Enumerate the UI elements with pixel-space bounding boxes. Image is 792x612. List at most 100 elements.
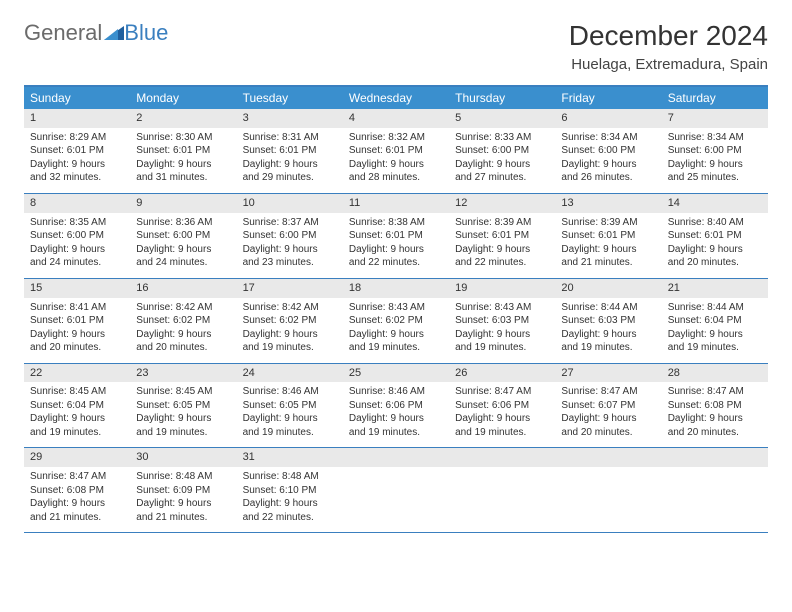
day-sunset: Sunset: 6:00 PM <box>561 144 655 158</box>
day-number: 6 <box>555 109 661 128</box>
day-cell: 24Sunrise: 8:46 AMSunset: 6:05 PMDayligh… <box>237 363 343 448</box>
day-number: 17 <box>237 279 343 298</box>
day-sunrise: Sunrise: 8:46 AM <box>349 385 443 399</box>
day-daylight1: Daylight: 9 hours <box>561 328 655 342</box>
day-number: 15 <box>24 279 130 298</box>
logo-text-general: General <box>24 20 102 46</box>
day-body: Sunrise: 8:46 AMSunset: 6:06 PMDaylight:… <box>343 382 449 447</box>
weekday-header: Sunday <box>24 86 130 109</box>
day-cell: 17Sunrise: 8:42 AMSunset: 6:02 PMDayligh… <box>237 278 343 363</box>
day-sunrise: Sunrise: 8:35 AM <box>30 216 124 230</box>
day-body: Sunrise: 8:39 AMSunset: 6:01 PMDaylight:… <box>555 213 661 278</box>
day-sunset: Sunset: 6:01 PM <box>455 229 549 243</box>
day-daylight2: and 24 minutes. <box>30 256 124 270</box>
weekday-header: Tuesday <box>237 86 343 109</box>
day-body: Sunrise: 8:42 AMSunset: 6:02 PMDaylight:… <box>237 298 343 363</box>
day-cell: 23Sunrise: 8:45 AMSunset: 6:05 PMDayligh… <box>130 363 236 448</box>
day-sunrise: Sunrise: 8:34 AM <box>668 131 762 145</box>
day-body: Sunrise: 8:41 AMSunset: 6:01 PMDaylight:… <box>24 298 130 363</box>
day-number: 18 <box>343 279 449 298</box>
week-row: 15Sunrise: 8:41 AMSunset: 6:01 PMDayligh… <box>24 278 768 363</box>
day-daylight2: and 27 minutes. <box>455 171 549 185</box>
day-body: Sunrise: 8:38 AMSunset: 6:01 PMDaylight:… <box>343 213 449 278</box>
day-daylight2: and 22 minutes. <box>243 511 337 525</box>
day-cell: 15Sunrise: 8:41 AMSunset: 6:01 PMDayligh… <box>24 278 130 363</box>
day-number: 5 <box>449 109 555 128</box>
day-daylight1: Daylight: 9 hours <box>136 497 230 511</box>
day-sunset: Sunset: 6:01 PM <box>30 314 124 328</box>
day-sunrise: Sunrise: 8:47 AM <box>561 385 655 399</box>
day-daylight1: Daylight: 9 hours <box>30 158 124 172</box>
day-daylight2: and 19 minutes. <box>349 341 443 355</box>
day-sunrise: Sunrise: 8:30 AM <box>136 131 230 145</box>
day-daylight2: and 19 minutes. <box>243 341 337 355</box>
day-number: 23 <box>130 364 236 383</box>
day-sunrise: Sunrise: 8:33 AM <box>455 131 549 145</box>
day-sunrise: Sunrise: 8:45 AM <box>30 385 124 399</box>
day-body <box>555 467 661 519</box>
day-sunset: Sunset: 6:08 PM <box>668 399 762 413</box>
day-number: 10 <box>237 194 343 213</box>
weekday-header-row: Sunday Monday Tuesday Wednesday Thursday… <box>24 86 768 109</box>
day-body: Sunrise: 8:42 AMSunset: 6:02 PMDaylight:… <box>130 298 236 363</box>
day-daylight1: Daylight: 9 hours <box>243 158 337 172</box>
day-daylight2: and 20 minutes. <box>30 341 124 355</box>
day-sunrise: Sunrise: 8:42 AM <box>136 301 230 315</box>
day-cell: 1Sunrise: 8:29 AMSunset: 6:01 PMDaylight… <box>24 109 130 193</box>
day-sunset: Sunset: 6:00 PM <box>30 229 124 243</box>
day-daylight1: Daylight: 9 hours <box>136 412 230 426</box>
day-daylight1: Daylight: 9 hours <box>136 158 230 172</box>
day-sunrise: Sunrise: 8:43 AM <box>455 301 549 315</box>
weekday-header: Monday <box>130 86 236 109</box>
day-daylight2: and 24 minutes. <box>136 256 230 270</box>
day-sunset: Sunset: 6:00 PM <box>668 144 762 158</box>
day-daylight1: Daylight: 9 hours <box>30 328 124 342</box>
day-number: 22 <box>24 364 130 383</box>
day-sunset: Sunset: 6:00 PM <box>455 144 549 158</box>
day-daylight1: Daylight: 9 hours <box>349 412 443 426</box>
day-sunset: Sunset: 6:03 PM <box>561 314 655 328</box>
day-sunset: Sunset: 6:01 PM <box>349 144 443 158</box>
day-number: 2 <box>130 109 236 128</box>
day-sunrise: Sunrise: 8:45 AM <box>136 385 230 399</box>
day-body: Sunrise: 8:48 AMSunset: 6:10 PMDaylight:… <box>237 467 343 532</box>
day-number: 29 <box>24 448 130 467</box>
day-number: 8 <box>24 194 130 213</box>
day-cell: 25Sunrise: 8:46 AMSunset: 6:06 PMDayligh… <box>343 363 449 448</box>
day-body: Sunrise: 8:45 AMSunset: 6:04 PMDaylight:… <box>24 382 130 447</box>
weekday-header: Thursday <box>449 86 555 109</box>
day-cell: 29Sunrise: 8:47 AMSunset: 6:08 PMDayligh… <box>24 448 130 533</box>
day-number: 19 <box>449 279 555 298</box>
logo-triangle-icon <box>104 20 124 46</box>
day-sunset: Sunset: 6:07 PM <box>561 399 655 413</box>
day-body: Sunrise: 8:39 AMSunset: 6:01 PMDaylight:… <box>449 213 555 278</box>
day-daylight2: and 23 minutes. <box>243 256 337 270</box>
day-body: Sunrise: 8:40 AMSunset: 6:01 PMDaylight:… <box>662 213 768 278</box>
day-daylight1: Daylight: 9 hours <box>668 243 762 257</box>
day-cell: 10Sunrise: 8:37 AMSunset: 6:00 PMDayligh… <box>237 193 343 278</box>
day-body: Sunrise: 8:47 AMSunset: 6:08 PMDaylight:… <box>24 467 130 532</box>
day-sunset: Sunset: 6:00 PM <box>136 229 230 243</box>
calendar-table: Sunday Monday Tuesday Wednesday Thursday… <box>24 85 768 533</box>
day-body: Sunrise: 8:44 AMSunset: 6:04 PMDaylight:… <box>662 298 768 363</box>
day-sunrise: Sunrise: 8:46 AM <box>243 385 337 399</box>
day-number <box>662 448 768 467</box>
day-sunrise: Sunrise: 8:48 AM <box>136 470 230 484</box>
day-sunset: Sunset: 6:08 PM <box>30 484 124 498</box>
day-daylight2: and 20 minutes. <box>668 426 762 440</box>
day-sunset: Sunset: 6:04 PM <box>30 399 124 413</box>
day-body: Sunrise: 8:43 AMSunset: 6:02 PMDaylight:… <box>343 298 449 363</box>
day-sunset: Sunset: 6:01 PM <box>243 144 337 158</box>
day-daylight2: and 19 minutes. <box>243 426 337 440</box>
day-daylight2: and 19 minutes. <box>136 426 230 440</box>
day-body: Sunrise: 8:45 AMSunset: 6:05 PMDaylight:… <box>130 382 236 447</box>
day-cell: 3Sunrise: 8:31 AMSunset: 6:01 PMDaylight… <box>237 109 343 193</box>
day-body: Sunrise: 8:47 AMSunset: 6:07 PMDaylight:… <box>555 382 661 447</box>
day-number <box>449 448 555 467</box>
day-body: Sunrise: 8:33 AMSunset: 6:00 PMDaylight:… <box>449 128 555 193</box>
day-daylight2: and 20 minutes. <box>561 426 655 440</box>
day-daylight2: and 19 minutes. <box>30 426 124 440</box>
day-daylight1: Daylight: 9 hours <box>243 243 337 257</box>
day-sunset: Sunset: 6:05 PM <box>243 399 337 413</box>
day-daylight1: Daylight: 9 hours <box>136 328 230 342</box>
